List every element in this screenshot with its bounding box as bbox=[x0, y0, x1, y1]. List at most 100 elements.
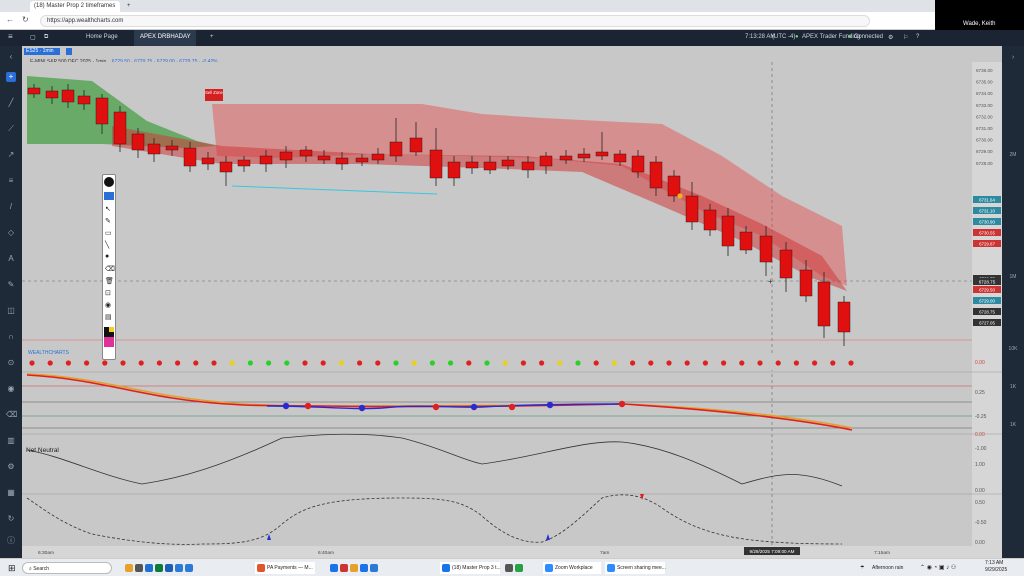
shape-tool-icon[interactable]: ◇ bbox=[7, 228, 15, 237]
back-icon[interactable]: ← bbox=[6, 15, 14, 24]
signal-dot bbox=[247, 360, 253, 366]
candle-body bbox=[201, 157, 215, 165]
delete-icon[interactable]: 🗑 bbox=[105, 278, 114, 285]
browser-tab[interactable]: (18) Master Prop 2 timeframes - bbox=[30, 1, 120, 20]
signal-dot bbox=[448, 360, 454, 366]
color-swatch-yellow[interactable] bbox=[109, 327, 114, 332]
start-icon[interactable]: ⊞ bbox=[8, 563, 16, 573]
pencil-icon[interactable]: ✎ bbox=[105, 218, 111, 225]
scale-label: 1K bbox=[1009, 422, 1017, 428]
weather-icon[interactable]: ☂ bbox=[860, 565, 865, 571]
reload-icon[interactable]: ↻ bbox=[22, 15, 29, 24]
candle-body bbox=[759, 235, 773, 263]
sell-zone-marker bbox=[205, 89, 223, 101]
url-field[interactable]: https://app.wealthcharts.com bbox=[40, 15, 870, 27]
tab-home-page[interactable]: Home Page bbox=[86, 34, 118, 40]
color-swatch-black[interactable] bbox=[104, 327, 114, 337]
osc-dot bbox=[470, 403, 478, 411]
cursor-icon[interactable]: ↖ bbox=[105, 206, 111, 213]
candle-body bbox=[131, 133, 145, 151]
app-icons[interactable] bbox=[505, 562, 525, 574]
add-tab-icon[interactable]: + bbox=[210, 34, 214, 40]
layout-icon[interactable]: ▢ bbox=[30, 35, 36, 41]
taskbar-item[interactable]: Zoom Workplace bbox=[543, 562, 601, 574]
line-icon[interactable]: ╲ bbox=[105, 242, 110, 249]
lock-icon[interactable]: ⊙ bbox=[7, 358, 15, 367]
help-icon[interactable]: ? bbox=[916, 34, 920, 40]
eye-icon[interactable]: ◉ bbox=[7, 384, 15, 393]
taskbar-item[interactable]: (18) Master Prop 3 t... bbox=[440, 562, 501, 574]
ruler-icon[interactable]: ▭ bbox=[105, 230, 112, 237]
copy-icon[interactable]: ⧉ bbox=[44, 34, 49, 40]
add-icon[interactable]: + bbox=[6, 72, 16, 82]
price-tag-label: 6731.10 bbox=[979, 208, 995, 213]
candle-body bbox=[779, 249, 793, 279]
menu-icon[interactable]: ≡ bbox=[8, 32, 13, 41]
wealthcharts-label: WEALTHCHARTS bbox=[28, 350, 70, 356]
settings-icon[interactable]: ⚙ bbox=[7, 462, 15, 471]
app-icons[interactable] bbox=[125, 562, 195, 574]
visibility-icon[interactable]: ◉ bbox=[105, 302, 112, 309]
signal-dot bbox=[84, 360, 90, 366]
dot-icon[interactable]: ● bbox=[105, 253, 110, 260]
collapse-icon[interactable]: ‹ bbox=[9, 52, 13, 61]
signal-dot bbox=[156, 360, 162, 366]
taskbar-item[interactable]: Screen sharing mee... bbox=[605, 562, 666, 574]
magnet-icon[interactable]: ∩ bbox=[8, 332, 14, 341]
new-tab-button[interactable]: + bbox=[127, 3, 131, 9]
panel-value: 0.50 bbox=[975, 500, 985, 506]
line-tool-icon[interactable]: ╱ bbox=[8, 98, 14, 107]
candle-body bbox=[147, 143, 161, 155]
grid-icon[interactable]: ▦ bbox=[7, 488, 15, 497]
candle-body bbox=[577, 153, 591, 159]
notification-icon[interactable]: ⚐ bbox=[903, 35, 909, 41]
scale-label: 1M bbox=[1009, 274, 1017, 280]
trend-tool-icon[interactable]: ↗ bbox=[7, 150, 15, 159]
note-icon[interactable]: ▤ bbox=[105, 314, 112, 321]
price-tag-label: 6729.87 bbox=[979, 241, 995, 246]
chart-area[interactable]: ES25 · 1min E-MINI S&P 500 DEC 2025 · 1m… bbox=[22, 46, 1002, 558]
marker-icon[interactable] bbox=[104, 177, 114, 187]
eraser-icon[interactable]: ⌫ bbox=[105, 266, 115, 273]
pen-tool-icon[interactable]: / bbox=[9, 202, 13, 211]
ray-tool-icon[interactable]: ⟋ bbox=[8, 124, 14, 133]
candle-body bbox=[95, 97, 109, 125]
candle-body bbox=[595, 151, 609, 157]
signal-dot bbox=[47, 360, 53, 366]
scale-label: 2M bbox=[1009, 152, 1017, 158]
sell-zone-label: Sell Zone bbox=[205, 90, 223, 95]
tray-icons[interactable]: ⌃ ◉ ◔ ▣ ♪ ⚇ bbox=[920, 565, 957, 571]
taskbar-clock: 7:13 AM 9/29/2025 bbox=[985, 560, 1008, 573]
brush-tool-icon[interactable]: ✎ bbox=[7, 280, 15, 289]
chart-type-icon[interactable]: ▥ bbox=[7, 436, 15, 445]
tab-apex[interactable]: APEX DRBHADAY bbox=[140, 34, 191, 40]
candle-body bbox=[165, 145, 179, 151]
eye-tool-icon[interactable] bbox=[104, 192, 114, 200]
signal-dot bbox=[120, 360, 126, 366]
chart-canvas[interactable]: Sell Zone + 6736.00 6735.00 6734.00 6733.00… bbox=[22, 46, 1002, 558]
signal-dot bbox=[557, 360, 563, 366]
app-icons[interactable] bbox=[330, 562, 380, 574]
expand-icon[interactable]: › bbox=[1011, 54, 1015, 61]
candle-body bbox=[389, 141, 403, 157]
user-icon[interactable]: ⚙ bbox=[888, 35, 894, 41]
text-tool-icon[interactable]: A bbox=[8, 254, 14, 263]
refresh-icon[interactable]: ↻ bbox=[7, 514, 15, 523]
trash-icon[interactable]: ⌫ bbox=[6, 410, 18, 419]
taskbar-search[interactable]: ⌕ Search bbox=[22, 562, 112, 574]
symbol-dropdown-icon[interactable] bbox=[66, 48, 72, 55]
right-toolbar: › 2M 1M 10K 1K 1K bbox=[1002, 46, 1024, 558]
lock-icon[interactable]: ⊡ bbox=[105, 290, 111, 297]
panel-value: 0.00 bbox=[975, 488, 985, 494]
price-tag-label: 6729.50 bbox=[979, 287, 995, 292]
taskbar-item[interactable]: PA Payments — M... bbox=[255, 562, 315, 574]
color-swatch-pink[interactable] bbox=[104, 337, 114, 347]
symbol-badge[interactable]: ES25 · 1min bbox=[24, 48, 60, 55]
price-tag-label: 6731.64 bbox=[979, 197, 995, 202]
fib-tool-icon[interactable]: ≡ bbox=[8, 176, 14, 185]
weather-text: Afternoon rain bbox=[872, 565, 904, 571]
info-icon[interactable]: ⓘ bbox=[7, 536, 15, 545]
price-tag-label: 6728.75 bbox=[979, 309, 995, 314]
net-neutral-label: Net Neutral bbox=[26, 447, 59, 454]
measure-tool-icon[interactable]: ◫ bbox=[7, 306, 15, 315]
